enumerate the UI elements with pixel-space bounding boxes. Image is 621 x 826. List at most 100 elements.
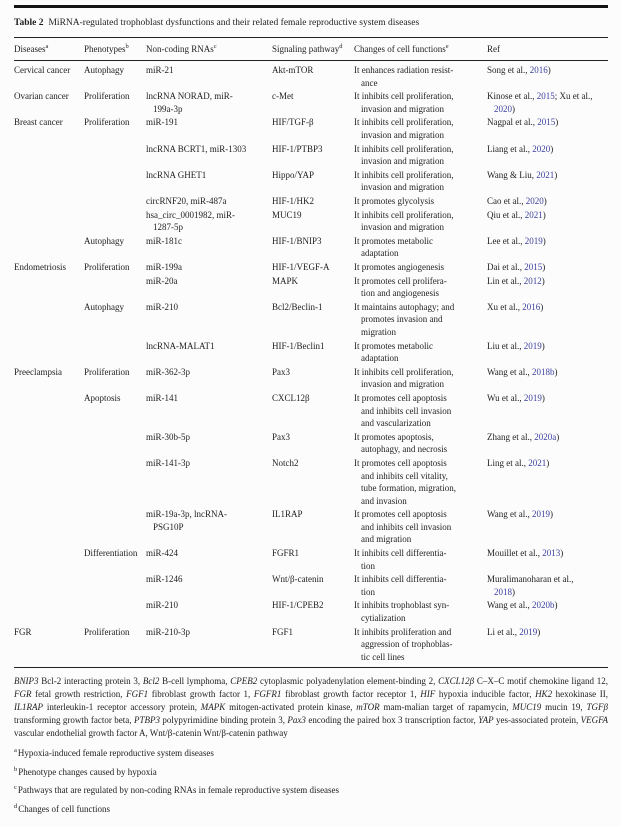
cell-phenotype: Autophagy bbox=[84, 235, 124, 246]
ref-text: ) bbox=[560, 548, 564, 559]
cell-function: It promotes cell apoptosis and inhibits … bbox=[354, 392, 452, 429]
cell-phenotype: Autophagy bbox=[84, 65, 124, 76]
citation-year-link[interactable]: 2019 bbox=[523, 340, 542, 351]
top-rule bbox=[14, 5, 608, 8]
col-header-label: Non-coding RNAs bbox=[146, 43, 214, 54]
cell-rna: miR-141-3p bbox=[146, 457, 190, 468]
cell-rna: lncRNA-MALAT1 bbox=[146, 340, 215, 351]
col-header-diseases: Diseasesa bbox=[14, 37, 84, 62]
col-header-signaling-pathway: Signaling pathwayd bbox=[272, 37, 354, 62]
footnote-marker: d bbox=[339, 42, 343, 50]
cell-ref: Liu et al., 2019) bbox=[487, 339, 608, 365]
cell-function: It promotes cell prolifera- tion and ang… bbox=[354, 275, 447, 299]
ref-text: Wu et al., bbox=[487, 392, 524, 403]
table-row: Breast cancer Proliferation miR-191 HIF/TGF… bbox=[14, 116, 608, 142]
abbrev-definition: hypoxia inducible factor, bbox=[435, 689, 536, 700]
cell-pathway: HIF-1/HK2 bbox=[272, 196, 314, 207]
citation-year-link[interactable]: 2021 bbox=[536, 169, 555, 180]
cell-phenotype: Proliferation bbox=[84, 262, 130, 272]
citation-year-link[interactable]: 2015 bbox=[536, 91, 555, 102]
cell-rna: miR-424 bbox=[146, 548, 179, 559]
footnote-marker: c bbox=[213, 42, 217, 50]
cell-pathway: Akt-mTOR bbox=[272, 65, 314, 76]
citation-year-link[interactable]: 2020 bbox=[494, 103, 512, 114]
citation-year-link[interactable]: 2021 bbox=[528, 457, 547, 468]
cell-phenotype bbox=[84, 456, 146, 507]
ref-text: ) bbox=[543, 196, 547, 207]
ref-text: ) bbox=[537, 626, 541, 637]
citation-year-link[interactable]: 2019 bbox=[523, 392, 542, 403]
citation-year-link[interactable]: 2015 bbox=[524, 262, 543, 272]
ref-text: ) bbox=[542, 209, 546, 220]
ref-text: ) bbox=[547, 65, 551, 76]
table-row: miR-30b-5p Pax3 It promotes apoptosis, aut… bbox=[14, 430, 608, 456]
cell-phenotype bbox=[84, 274, 146, 300]
cell-function: It inhibits cell proliferation, invasion… bbox=[354, 117, 454, 141]
cell-function: It promotes metabolic adaptation bbox=[354, 235, 433, 259]
table-caption: Table 2 MiRNA-regulated trophoblast dysfu… bbox=[14, 17, 608, 29]
citation-year-link[interactable]: 2012 bbox=[523, 275, 542, 286]
gene-symbol: CPEB2 bbox=[230, 676, 258, 687]
table-row: circRNF20, miR-487a HIF-1/HK2 It promotes … bbox=[14, 195, 608, 209]
footnote: aHypoxia-induced female reproductive sys… bbox=[14, 747, 608, 759]
footnotes: aHypoxia-induced female reproductive sys… bbox=[14, 747, 608, 815]
cell-ref: Li et al., 2019) bbox=[487, 625, 608, 668]
cell-disease bbox=[14, 339, 84, 365]
table-row: Apoptosis miR-141 CXCL12β It promotes cell … bbox=[14, 391, 608, 430]
cell-ref: Lee et al., 2019) bbox=[487, 234, 608, 260]
citation-year-link[interactable]: 2018b bbox=[532, 366, 555, 377]
table-row: Differentiation miR-424 FGFR1 It inhibits c… bbox=[14, 547, 608, 573]
col-header-label: Changes of cell functions bbox=[354, 43, 446, 54]
ref-text: Nagpal et al., bbox=[487, 117, 538, 128]
cell-ref: Nagpal et al., 2015) bbox=[487, 116, 608, 142]
ref-text: ) bbox=[512, 103, 515, 114]
cell-rna: lncRNA GHET1 bbox=[146, 169, 207, 180]
gene-symbol: HK2 bbox=[535, 689, 553, 700]
citation-year-link[interactable]: 2019 bbox=[524, 235, 543, 246]
ref-text: Lin et al., bbox=[487, 275, 524, 286]
citation-year-link[interactable]: 2019 bbox=[532, 509, 551, 520]
cell-disease: FGR bbox=[14, 626, 32, 637]
cell-phenotype bbox=[84, 339, 146, 365]
ref-text: ; Xu et al., bbox=[554, 91, 593, 102]
mirna-table: Diseasesa Phenotypesb Non-coding RNAsc S… bbox=[14, 36, 608, 669]
citation-year-link[interactable]: 2020b bbox=[532, 600, 555, 611]
col-header-label: Signaling pathway bbox=[272, 43, 340, 54]
cell-rna: miR-21 bbox=[146, 65, 174, 76]
citation-year-link[interactable]: 2020 bbox=[532, 143, 551, 154]
cell-pathway: Pax3 bbox=[272, 431, 290, 442]
citation-year-link[interactable]: 2013 bbox=[542, 548, 561, 559]
abbrev-definition: interleukin-1 receptor accessory protein… bbox=[43, 702, 201, 713]
ref-text: Cao et al., bbox=[487, 196, 526, 207]
cell-function: It inhibits cell proliferation, invasion… bbox=[354, 169, 454, 193]
ref-text: ) bbox=[550, 509, 554, 520]
cell-pathway: HIF-1/BNIP3 bbox=[272, 235, 322, 246]
citation-year-link[interactable]: 2020a bbox=[534, 431, 557, 442]
col-header-label: Phenotypes bbox=[84, 43, 126, 54]
cell-function: It inhibits trophoblast syn- cytializati… bbox=[354, 600, 450, 624]
gene-symbol: CXCL12β bbox=[438, 676, 475, 687]
citation-year-link[interactable]: 2018 bbox=[494, 586, 512, 597]
cell-phenotype bbox=[84, 599, 146, 625]
cell-rna: miR-19a-3p, lncRNA- PSG10P bbox=[146, 509, 227, 532]
citation-year-link[interactable]: 2019 bbox=[519, 626, 538, 637]
cell-phenotype: Proliferation bbox=[84, 117, 130, 128]
abbrev-definition: fetal growth restriction, bbox=[31, 689, 127, 700]
citation-year-link[interactable]: 2016 bbox=[522, 301, 541, 312]
cell-disease bbox=[14, 168, 84, 194]
citation-year-link[interactable]: 2021 bbox=[524, 209, 543, 220]
cell-pathway: Bcl2/Beclin-1 bbox=[272, 301, 323, 312]
citation-year-link[interactable]: 2016 bbox=[529, 65, 548, 76]
col-header-label: Diseases bbox=[14, 43, 46, 54]
table-row: FGR Proliferation miR-210-3p FGF1 It inhibit… bbox=[14, 625, 608, 668]
abbrev-definition: yes-associated protein, bbox=[493, 715, 581, 726]
table-row: miR-1246 Wnt/β-catenin It inhibits cell di… bbox=[14, 573, 608, 599]
ref-text: Kinose et al., bbox=[487, 91, 537, 102]
cell-function: It inhibits cell proliferation, invasion… bbox=[354, 209, 454, 233]
ref-text: Mouillet et al., bbox=[487, 548, 543, 559]
citation-year-link[interactable]: 2020 bbox=[525, 196, 544, 207]
citation-year-link[interactable]: 2015 bbox=[537, 117, 556, 128]
ref-text: Liang et al., bbox=[487, 143, 533, 154]
ref-text: Wang et al., bbox=[487, 600, 533, 611]
gene-symbol: YAP bbox=[478, 715, 494, 726]
